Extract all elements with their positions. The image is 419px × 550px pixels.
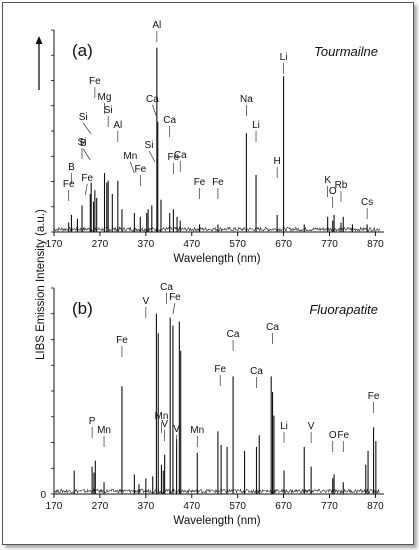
spectrum-baseline xyxy=(53,488,380,495)
peak-annotation: Fe xyxy=(194,177,206,188)
panel-title: Tourmailne xyxy=(314,44,378,59)
peak-annotation: O xyxy=(329,186,337,197)
peak-annotation: O xyxy=(329,430,337,441)
peak-annotation: Ca xyxy=(227,329,240,340)
annotation-pointer xyxy=(84,183,88,196)
x-tick-label: 770 xyxy=(321,501,338,512)
x-tick-label: 870 xyxy=(367,501,384,512)
peak-annotation: Li xyxy=(280,52,288,63)
peak-annotation: Si xyxy=(104,105,113,116)
peak-annotation: Li xyxy=(280,421,288,432)
peak-annotation: Fe xyxy=(89,76,101,87)
peak-annotation: Rb xyxy=(335,180,348,191)
x-axis-label: Wavelength (nm) xyxy=(173,515,260,527)
peak-annotation: Mn xyxy=(154,411,168,422)
peak-annotation: V xyxy=(142,296,149,307)
y-axis-arrow xyxy=(35,36,43,90)
peak-annotation: Si xyxy=(79,112,88,123)
panel-b: (b) Fluorapatite 170 270 370 470 570 670 770 870 0… xyxy=(40,282,384,527)
peak-annotation: Ca xyxy=(163,115,176,126)
annotation-pointer xyxy=(82,122,92,135)
peak-annotation: Fe xyxy=(212,177,224,188)
annotation-pointer xyxy=(148,150,156,163)
x-tick-label: 570 xyxy=(229,501,246,512)
peak-annotation: Ca xyxy=(250,366,263,377)
y-axis-label: LIBS Emission Intensity (a.u.) xyxy=(35,209,47,360)
y-tick-label: 0 xyxy=(40,490,46,501)
peak-annotation: Na xyxy=(240,94,253,105)
panel-label: (a) xyxy=(72,41,93,60)
x-tick-label: 670 xyxy=(275,239,292,250)
peak-annotation: Fe xyxy=(337,430,349,441)
x-tick-label: 870 xyxy=(367,239,384,250)
peak-annotation: V xyxy=(173,424,180,435)
x-tick-label: 170 xyxy=(46,501,63,512)
x-tick-label: 570 xyxy=(229,239,246,250)
peak-annotation: Al xyxy=(152,20,161,31)
peak-annotation: H xyxy=(274,156,281,167)
x-tick-label: 270 xyxy=(92,239,109,250)
x-tick-label: 670 xyxy=(275,501,292,512)
x-tick-label: 370 xyxy=(137,501,154,512)
peak-annotation: Mn xyxy=(123,151,137,162)
annotation-pointer xyxy=(130,161,135,174)
annotation-pointer xyxy=(152,104,157,117)
peak-annotation: Ca xyxy=(146,94,159,105)
annotation-pointer xyxy=(172,302,176,315)
peak-annotation: Mg xyxy=(98,92,112,103)
peak-annotation: Mn xyxy=(190,425,204,436)
peak-annotation: P xyxy=(89,416,96,427)
peak-annotation: Fe xyxy=(134,164,146,175)
x-axis-label: Wavelength (nm) xyxy=(173,253,260,265)
annotation-pointer xyxy=(82,148,91,161)
x-tick-label: 370 xyxy=(137,239,154,250)
peak-annotation: Fe xyxy=(116,335,128,346)
peak-annotation: Ca xyxy=(266,322,279,333)
peak-annotation: Ca xyxy=(174,150,187,161)
spectrum-baseline xyxy=(53,226,381,233)
peak-annotation: B xyxy=(80,138,87,149)
peak-annotation: Li xyxy=(252,120,260,131)
peak-annotation: Fe xyxy=(168,152,180,163)
peak-annotation: Al xyxy=(113,120,122,131)
x-tick-label: 470 xyxy=(183,501,200,512)
peak-annotation: Fe xyxy=(81,173,93,184)
peak-annotation: Fe xyxy=(169,292,181,303)
peak-annotation: V xyxy=(161,419,168,430)
peak-annotation: Fe xyxy=(214,364,226,375)
peak-annotation: Mn xyxy=(97,425,111,436)
panel-title: Fluorapatite xyxy=(309,302,378,317)
peak-annotation: Si xyxy=(78,137,87,148)
x-tick-label: 270 xyxy=(92,501,109,512)
peak-annotation: Fe xyxy=(63,179,75,190)
peak-annotation: Ca xyxy=(160,282,173,293)
peak-annotation: K xyxy=(324,175,331,186)
peak-annotation: Si xyxy=(145,140,154,151)
x-tick-label: 170 xyxy=(46,239,63,250)
panel-label: (b) xyxy=(72,299,93,318)
x-tick-label: 770 xyxy=(321,239,338,250)
peak-annotation: V xyxy=(308,421,315,432)
peak-annotation: Fe xyxy=(368,391,380,402)
x-tick-label: 470 xyxy=(183,239,200,250)
panel-a: (a) Tourmailne 170 270 370 470 570 670 770 870 Wav… xyxy=(46,20,385,265)
figure-frame xyxy=(2,2,414,545)
peak-annotation: Cs xyxy=(361,197,373,208)
peak-annotation: B xyxy=(68,162,75,173)
